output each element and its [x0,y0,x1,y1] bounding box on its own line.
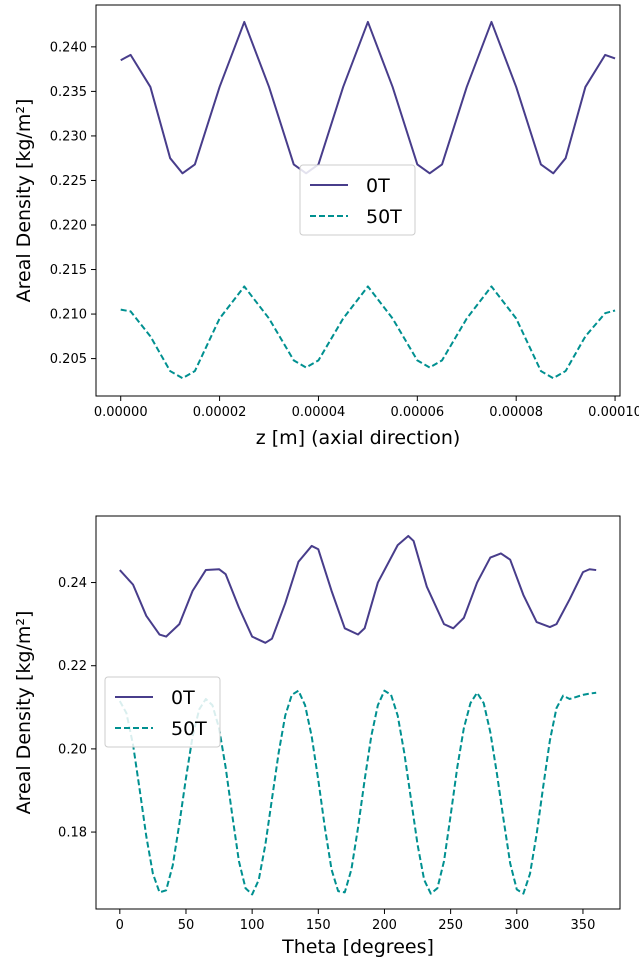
y-tick-label: 0.18 [58,826,87,841]
x-tick-label: 0.00004 [292,405,346,420]
y-tick-label: 0.24 [58,576,87,591]
y-tick-label: 0.220 [50,218,87,233]
axes-frame [95,4,621,397]
legend-box [299,164,416,236]
y-tick-label: 0.225 [50,174,87,189]
y-tick-label: 0.240 [50,40,87,55]
x-tick-label: 100 [240,918,265,933]
legend-label-0t: 0T [171,687,195,709]
x-axis-label: z [m] (axial direction) [256,427,461,449]
y-axis-label: Areal Density [kg/m²] [13,611,35,815]
legend-box [104,676,221,748]
y-tick-label: 0.230 [50,129,87,144]
series-line-50t [120,285,616,380]
x-tick-label: 250 [438,918,463,933]
x-tick-label: 0.00010 [588,405,639,420]
x-tick-label: 300 [504,918,529,933]
x-tick-label: 350 [571,918,596,933]
x-tick-label: 150 [306,918,331,933]
x-tick-label: 50 [178,918,195,933]
x-tick-label: 0 [116,918,124,933]
y-tick-label: 0.215 [50,263,87,278]
series-line-0t [119,534,597,644]
y-tick-label: 0.210 [50,308,87,323]
axes-frame [95,515,621,910]
y-tick-label: 0.235 [50,85,87,100]
legend-label-50t: 50T [171,718,207,740]
chart-panel-1: 0.00000 0.00002 0.00004 0.00006 0.00008 0.000… [13,4,639,449]
chart-panel-2: 0 50 100 150 200 250 300 350 0.18 0.20 0.22 0.24 The… [13,515,621,958]
x-tick-label: 0.00000 [94,405,148,420]
x-tick-label: 200 [372,918,397,933]
y-tick-label: 0.205 [50,352,87,367]
x-tick-label: 0.00008 [489,405,543,420]
y-axis-label: Areal Density [kg/m²] [13,99,35,303]
series-line-0t [120,20,616,175]
x-axis-label: Theta [degrees] [281,936,434,958]
legend-label-0t: 0T [366,175,390,197]
legend-label-50t: 50T [366,206,402,228]
x-tick-label: 0.00002 [193,405,247,420]
x-tick-label: 0.00006 [390,405,444,420]
y-tick-label: 0.20 [58,742,87,757]
y-tick-label: 0.22 [58,659,87,674]
